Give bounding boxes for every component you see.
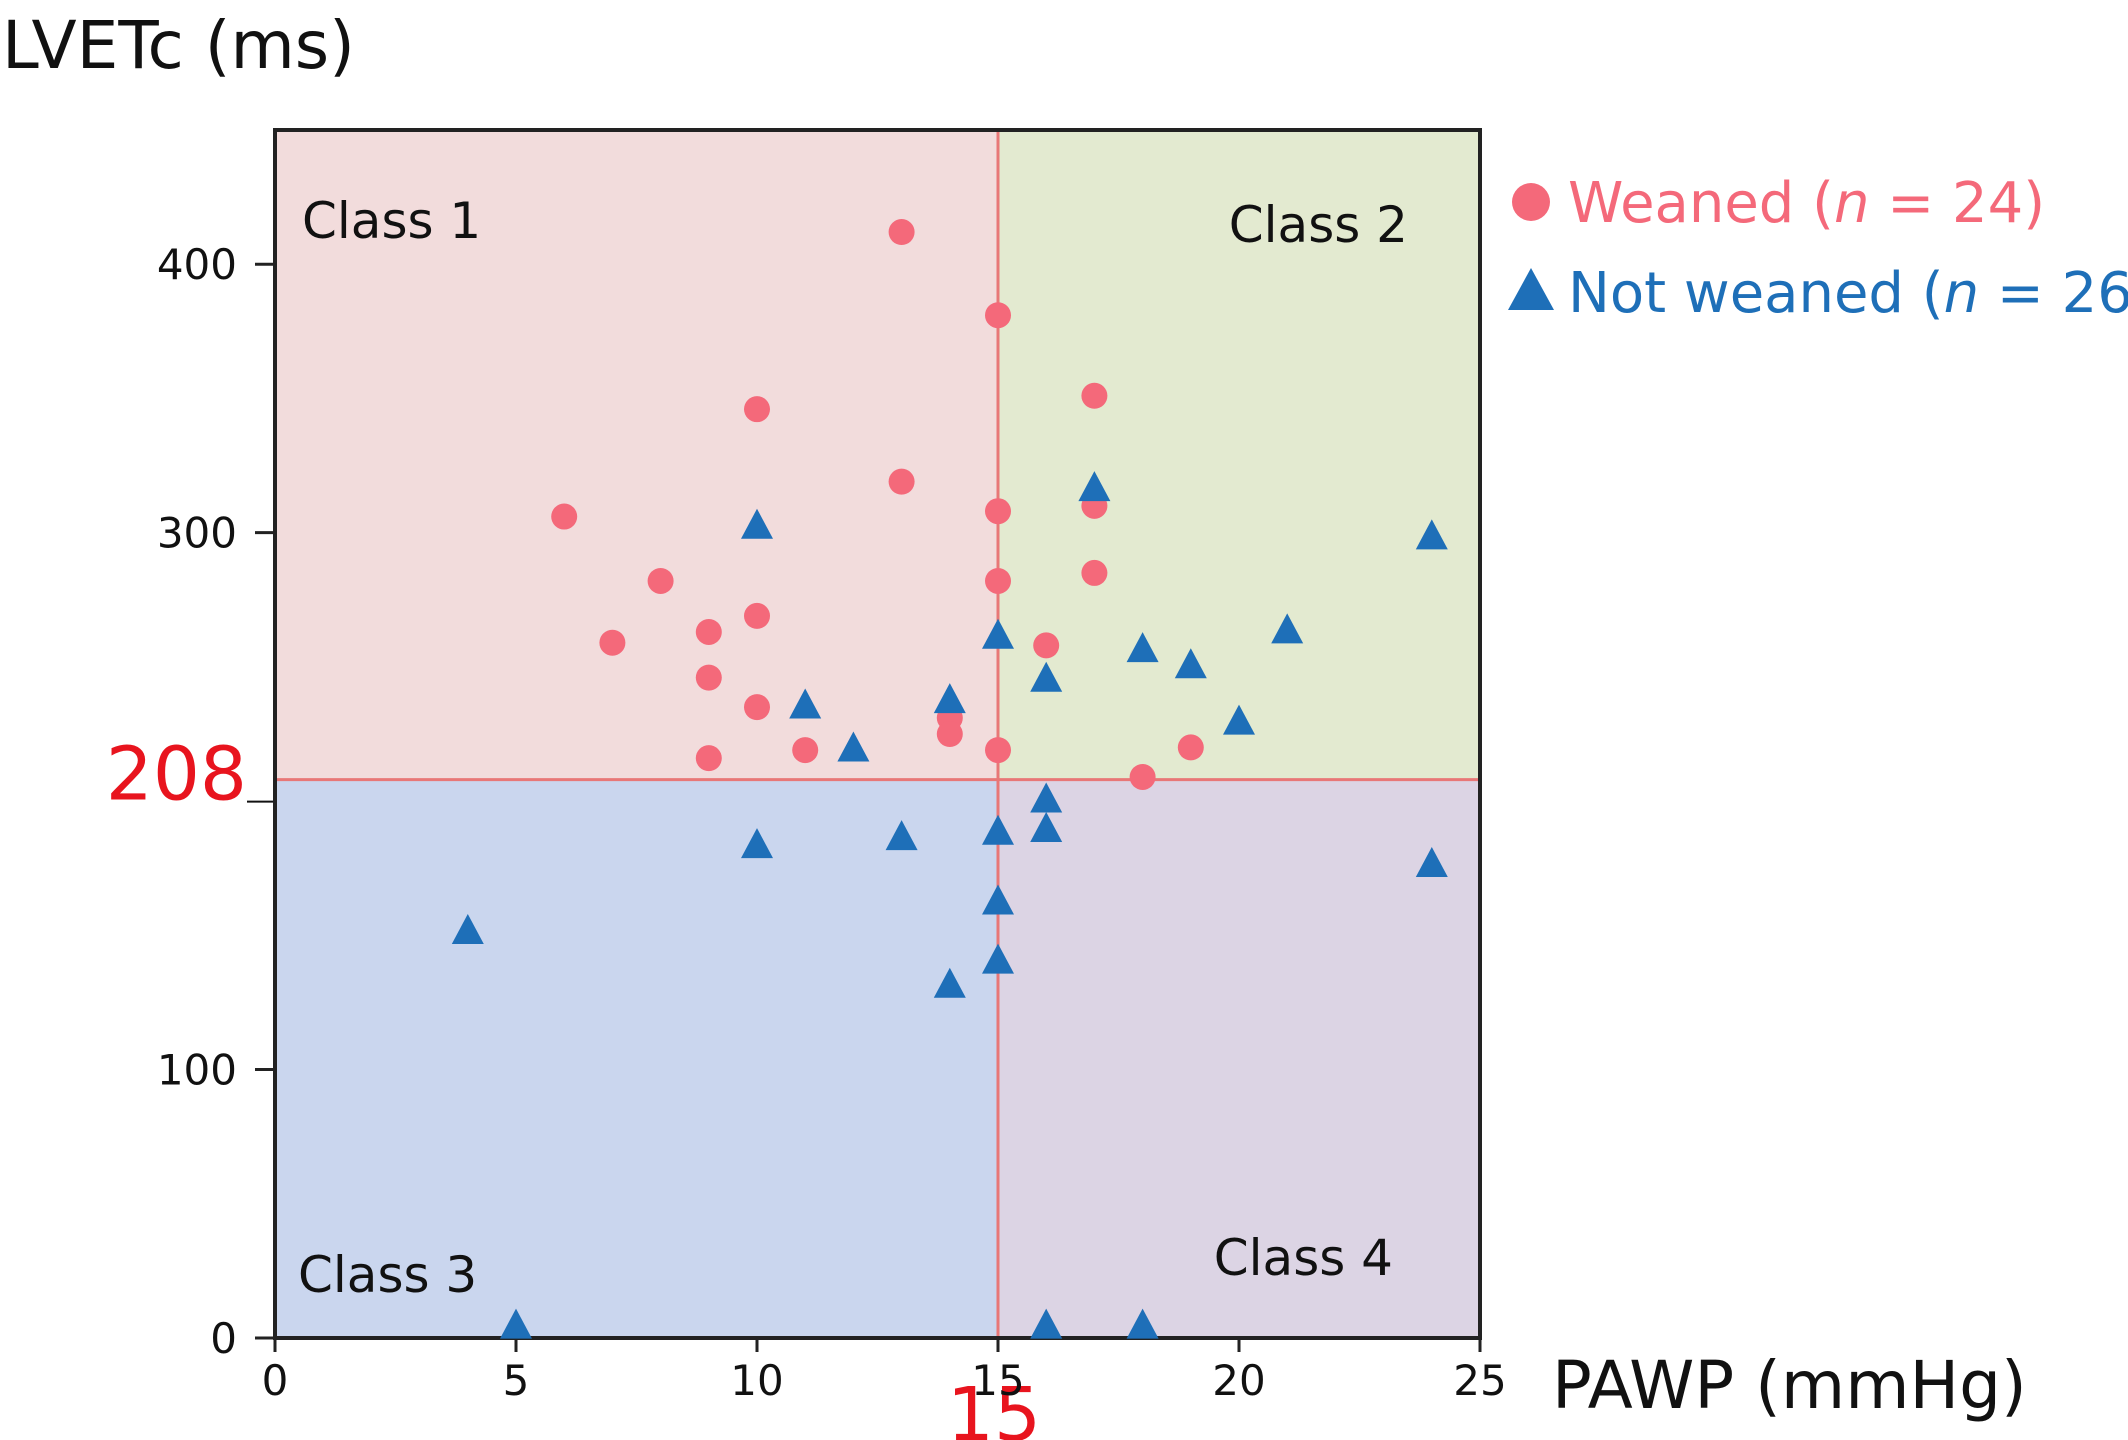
region-label-class-1: Class 1 xyxy=(302,192,481,250)
legend-label-weaned-name: Weaned ( xyxy=(1568,171,1834,236)
point-not-weaned-12 xyxy=(837,731,870,762)
axes: 0 5 10 15 20 25 0 100 300 400 xyxy=(157,128,1507,1405)
legend-label-weaned-count: = 24) xyxy=(1870,171,2046,236)
point-not-weaned-25 xyxy=(1126,1308,1159,1339)
point-weaned-20 xyxy=(792,737,819,764)
point-not-weaned-23 xyxy=(500,1308,532,1339)
point-weaned-11 xyxy=(1081,559,1108,586)
point-not-weaned-14 xyxy=(982,814,1014,845)
point-weaned-19 xyxy=(936,721,963,747)
legend-label-weaned: Weaned (n = 24) xyxy=(1568,171,2045,236)
region-label-class-3: Class 3 xyxy=(298,1246,477,1304)
point-not-weaned-15 xyxy=(1030,812,1063,843)
point-weaned-2 xyxy=(985,302,1011,329)
point-weaned-4 xyxy=(1081,382,1108,409)
x-tick-label-5: 5 xyxy=(503,1356,530,1405)
class-regions: Class 1 Class 2 Class 3 Class 4 xyxy=(275,130,1480,1338)
point-weaned-5 xyxy=(888,468,915,495)
point-weaned-6 xyxy=(551,503,578,530)
point-weaned-22 xyxy=(985,737,1011,764)
y-tick-label-0: 0 xyxy=(210,1314,237,1363)
point-not-weaned-2 xyxy=(741,508,773,539)
point-not-weaned-3 xyxy=(1415,519,1448,550)
point-not-weaned-1 xyxy=(1078,471,1111,502)
point-weaned-16 xyxy=(695,664,722,691)
point-not-weaned-24 xyxy=(1030,1308,1063,1339)
point-not-weaned-19 xyxy=(982,884,1014,915)
point-not-weaned-11 xyxy=(1223,704,1255,735)
data-points xyxy=(451,219,1448,1339)
point-not-weaned-8 xyxy=(1030,661,1063,692)
point-weaned-15 xyxy=(1033,632,1060,659)
legend-label-weaned-n: n xyxy=(1834,171,1870,236)
point-weaned-13 xyxy=(695,618,722,645)
point-weaned-17 xyxy=(744,694,770,721)
region-class-2 xyxy=(998,130,1480,780)
y-tick-label-100: 100 xyxy=(157,1046,237,1095)
x-tick-label-15: 15 xyxy=(971,1356,1024,1405)
point-weaned-7 xyxy=(985,498,1011,525)
legend-label-not-weaned-count: = 26) xyxy=(1979,261,2128,326)
point-weaned-12 xyxy=(744,602,770,629)
legend-marker-not-weaned xyxy=(1508,268,1554,310)
y-tick-label-400: 400 xyxy=(157,240,237,289)
point-not-weaned-13 xyxy=(1030,782,1063,813)
point-weaned-21 xyxy=(695,745,722,772)
legend-label-not-weaned: Not weaned (n = 26) xyxy=(1568,261,2128,326)
point-not-weaned-16 xyxy=(885,820,918,851)
region-label-class-4: Class 4 xyxy=(1214,1229,1393,1287)
legend-label-not-weaned-name: Not weaned ( xyxy=(1568,261,1944,326)
point-not-weaned-10 xyxy=(933,683,966,714)
threshold-x-label: 15 xyxy=(947,1372,1041,1440)
x-tick-label-20: 20 xyxy=(1212,1356,1265,1405)
point-not-weaned-21 xyxy=(982,943,1014,974)
point-not-weaned-18 xyxy=(1415,846,1448,877)
region-class-4 xyxy=(998,779,1480,1338)
point-not-weaned-6 xyxy=(1126,632,1159,663)
x-axis-title: PAWP (mmHg) xyxy=(1552,1347,2027,1424)
region-class-1 xyxy=(275,130,998,780)
point-weaned-3 xyxy=(744,396,770,423)
y-tick-label-300: 300 xyxy=(157,509,237,558)
point-not-weaned-5 xyxy=(1271,613,1304,644)
threshold-y-label: 208 xyxy=(106,732,247,818)
plot-frame xyxy=(273,128,1482,1340)
point-weaned-9 xyxy=(647,567,674,594)
x-tick-label-0: 0 xyxy=(262,1356,289,1405)
region-label-class-2: Class 2 xyxy=(1229,196,1408,254)
point-weaned-14 xyxy=(599,629,626,656)
x-tick-label-25: 25 xyxy=(1453,1356,1506,1405)
point-not-weaned-7 xyxy=(1174,648,1207,679)
region-class-3 xyxy=(275,779,998,1338)
x-tick-label-10: 10 xyxy=(730,1356,783,1405)
point-not-weaned-20 xyxy=(451,914,484,945)
point-weaned-1 xyxy=(888,219,915,246)
point-weaned-23 xyxy=(1177,734,1204,761)
y-axis-title: LVETc (ms) xyxy=(2,7,355,84)
legend: Weaned (n = 24)Not weaned (n = 26) xyxy=(1508,171,2128,326)
point-not-weaned-4 xyxy=(982,618,1014,649)
point-not-weaned-9 xyxy=(789,688,822,719)
point-not-weaned-17 xyxy=(741,828,773,859)
point-not-weaned-22 xyxy=(933,967,966,998)
point-weaned-24 xyxy=(1129,763,1156,790)
point-weaned-10 xyxy=(985,567,1011,594)
legend-label-not-weaned-n: n xyxy=(1944,261,1980,326)
threshold-lines: 208 15 xyxy=(106,130,1480,1440)
legend-marker-weaned xyxy=(1512,183,1550,221)
